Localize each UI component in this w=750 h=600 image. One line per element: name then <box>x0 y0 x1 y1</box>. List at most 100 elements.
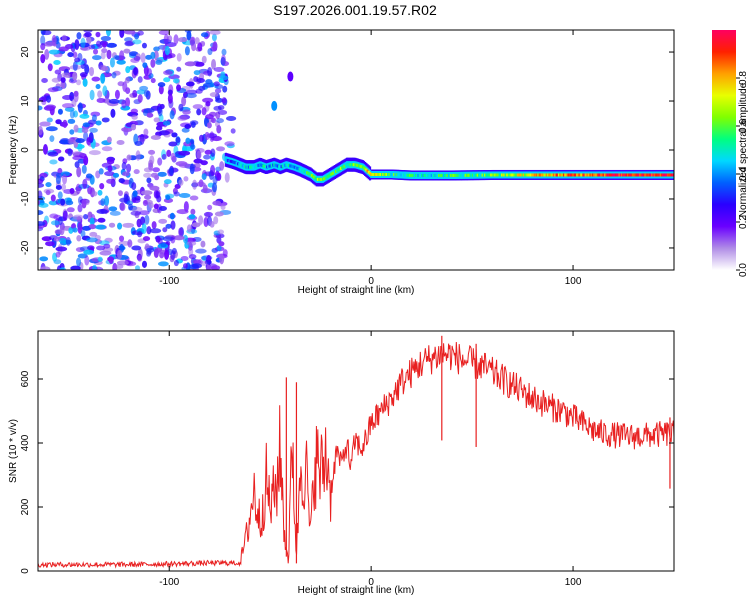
spectrogram-signal-core <box>275 164 278 168</box>
spectrogram-noise-blob <box>72 214 84 220</box>
spectrogram-signal-core <box>398 173 401 177</box>
spectrogram-noise-blob <box>186 224 192 233</box>
spectrogram-signal-core <box>399 173 402 177</box>
spectrogram-noise-blob <box>170 235 176 244</box>
spectrogram-noise-blob <box>150 135 161 141</box>
spectrogram-noise-blob <box>207 67 213 77</box>
spectrogram-signal-core <box>253 165 257 169</box>
spectrogram-signal-core <box>378 172 381 176</box>
spectrogram-noise-blob <box>84 64 90 75</box>
spectrogram-signal-core <box>337 168 340 172</box>
spectrogram-noise-blob <box>143 89 149 98</box>
spectrogram-noise-blob <box>84 255 90 266</box>
spectrogram-noise-blob <box>163 179 172 185</box>
spectrogram-signal-core <box>445 173 448 177</box>
spectrogram-noise-blob <box>72 51 78 58</box>
spectrogram-signal-core <box>391 173 395 177</box>
spectrogram-signal-core <box>310 173 313 177</box>
spectrogram-signal-core <box>628 173 631 177</box>
spectrogram-signal-core <box>247 165 250 169</box>
spectrogram-signal-core <box>611 173 614 177</box>
snr-plot-area <box>38 331 674 571</box>
spectrogram-signal-core <box>468 173 471 177</box>
spectrogram-noise-blob <box>51 34 57 46</box>
spectrogram-signal-core <box>433 173 436 177</box>
spectrogram-noise-blob <box>149 185 160 191</box>
spectrogram-noise-blob <box>61 183 67 191</box>
spectrogram-signal-core <box>482 173 486 177</box>
spectrogram-noise-blob <box>80 37 86 49</box>
spectrogram-signal-core <box>338 167 341 171</box>
spectrogram-noise-blob <box>126 163 132 173</box>
spectrogram-noise-blob <box>218 241 225 247</box>
spectrogram-signal-core <box>649 173 653 177</box>
spectrogram-noise-blob <box>55 246 68 252</box>
spectrogram-signal-core <box>235 161 238 165</box>
spectrogram-signal-core <box>408 173 412 177</box>
spectrogram-noise-blob <box>146 112 154 118</box>
spectrogram-noise-blob <box>100 51 106 60</box>
snr-line-layer <box>38 335 674 569</box>
snr-y-tick-label: 600 <box>20 370 31 387</box>
spectrogram-noise-blob <box>146 226 152 235</box>
spectrogram-signal-core <box>268 164 271 168</box>
spectrogram-signal-core <box>372 172 375 176</box>
spectrogram-noise-blob <box>155 191 161 199</box>
spectrogram-noise-blob <box>86 36 92 45</box>
spectrogram-noise-blob <box>106 178 115 184</box>
spectrogram-noise-blob <box>77 102 83 113</box>
spectrogram-signal-core <box>607 173 610 177</box>
spectrogram-signal-core <box>531 173 534 177</box>
spectrogram-signal-core <box>299 168 303 172</box>
spectrogram-signal-core <box>250 165 253 169</box>
spectrogram-signal-core <box>601 173 604 177</box>
spectrogram-noise-blob <box>204 149 212 155</box>
colorbar-tick-label: 0.4 <box>738 167 749 181</box>
spectrogram-signal-core <box>394 173 397 177</box>
spectrogram-signal-core <box>335 169 338 173</box>
spectrogram-noise-blob <box>216 146 225 152</box>
snr-y-tick-label: 0 <box>20 568 31 574</box>
spectrogram-noise-blob <box>101 117 110 123</box>
spectrogram-signal-core <box>659 173 662 177</box>
spectrogram-noise-blob <box>182 263 188 269</box>
spectrogram-signal-core <box>593 173 596 177</box>
spectrogram-signal-core <box>239 163 242 167</box>
spectrogram-signal-core <box>620 173 624 177</box>
spectrogram-signal-core <box>303 170 306 174</box>
spectrogram-noise-blob <box>177 37 188 43</box>
spectrogram-signal-core <box>469 173 472 177</box>
spectrogram-noise-blob <box>40 266 51 270</box>
spectrogram-noise-blob <box>133 67 139 76</box>
spectrogram-noise-blob <box>121 127 133 133</box>
spectrogram-noise-blob <box>60 72 71 78</box>
spectrogram-noise-blob <box>67 138 76 144</box>
spectrogram-noise-blob <box>163 34 169 46</box>
spectrogram-signal-core <box>301 168 304 172</box>
spectrogram-signal-core <box>602 173 605 177</box>
spectrogram-noise-blob <box>100 73 106 84</box>
spectrogram-signal-core <box>451 173 454 177</box>
spectrogram-noise-blob <box>180 256 189 262</box>
spectrogram-noise-blob <box>83 30 93 33</box>
spectrogram-signal-core <box>653 173 656 177</box>
spectrogram-noise-blob <box>177 115 188 121</box>
spectrogram-noise-blob <box>60 77 66 83</box>
spectrogram-noise-blob <box>86 237 98 243</box>
spectrogram-noise-blob <box>130 108 138 114</box>
spectrogram-noise-blob <box>155 59 163 65</box>
spectrogram-noise-blob <box>84 32 92 38</box>
spectrogram-signal-core <box>600 173 603 177</box>
spectrogram-noise-blob <box>119 30 125 38</box>
spectrogram-signal-core <box>344 163 347 167</box>
spectrogram-signal-core <box>651 173 654 177</box>
spectrogram-signal-core <box>264 165 267 169</box>
spectrogram-noise-blob <box>131 182 137 191</box>
spectrogram-signal-core <box>417 173 420 177</box>
spectrogram-signal-core <box>318 177 321 181</box>
spectrogram-noise-blob <box>213 66 225 72</box>
spectrogram-noise-blob <box>116 59 126 65</box>
spectrogram-signal-core <box>634 173 637 177</box>
spectrogram-x-tick-label: -100 <box>159 276 179 287</box>
spectrogram-signal-core <box>404 173 407 177</box>
